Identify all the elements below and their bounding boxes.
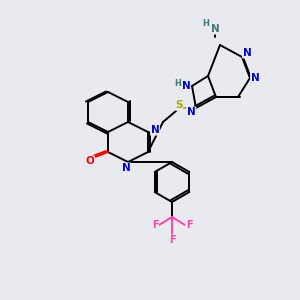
Text: H: H xyxy=(175,80,182,88)
Text: N: N xyxy=(211,24,219,34)
Text: N: N xyxy=(182,81,190,91)
Text: N: N xyxy=(151,125,159,135)
Text: N: N xyxy=(187,107,195,117)
Text: S: S xyxy=(175,100,183,110)
Text: N: N xyxy=(122,163,130,173)
Text: F: F xyxy=(152,220,158,230)
Text: N: N xyxy=(250,73,260,83)
Text: H: H xyxy=(202,19,209,28)
Text: F: F xyxy=(186,220,192,230)
Text: N: N xyxy=(243,48,251,58)
Text: O: O xyxy=(85,156,94,166)
Text: F: F xyxy=(169,235,175,245)
